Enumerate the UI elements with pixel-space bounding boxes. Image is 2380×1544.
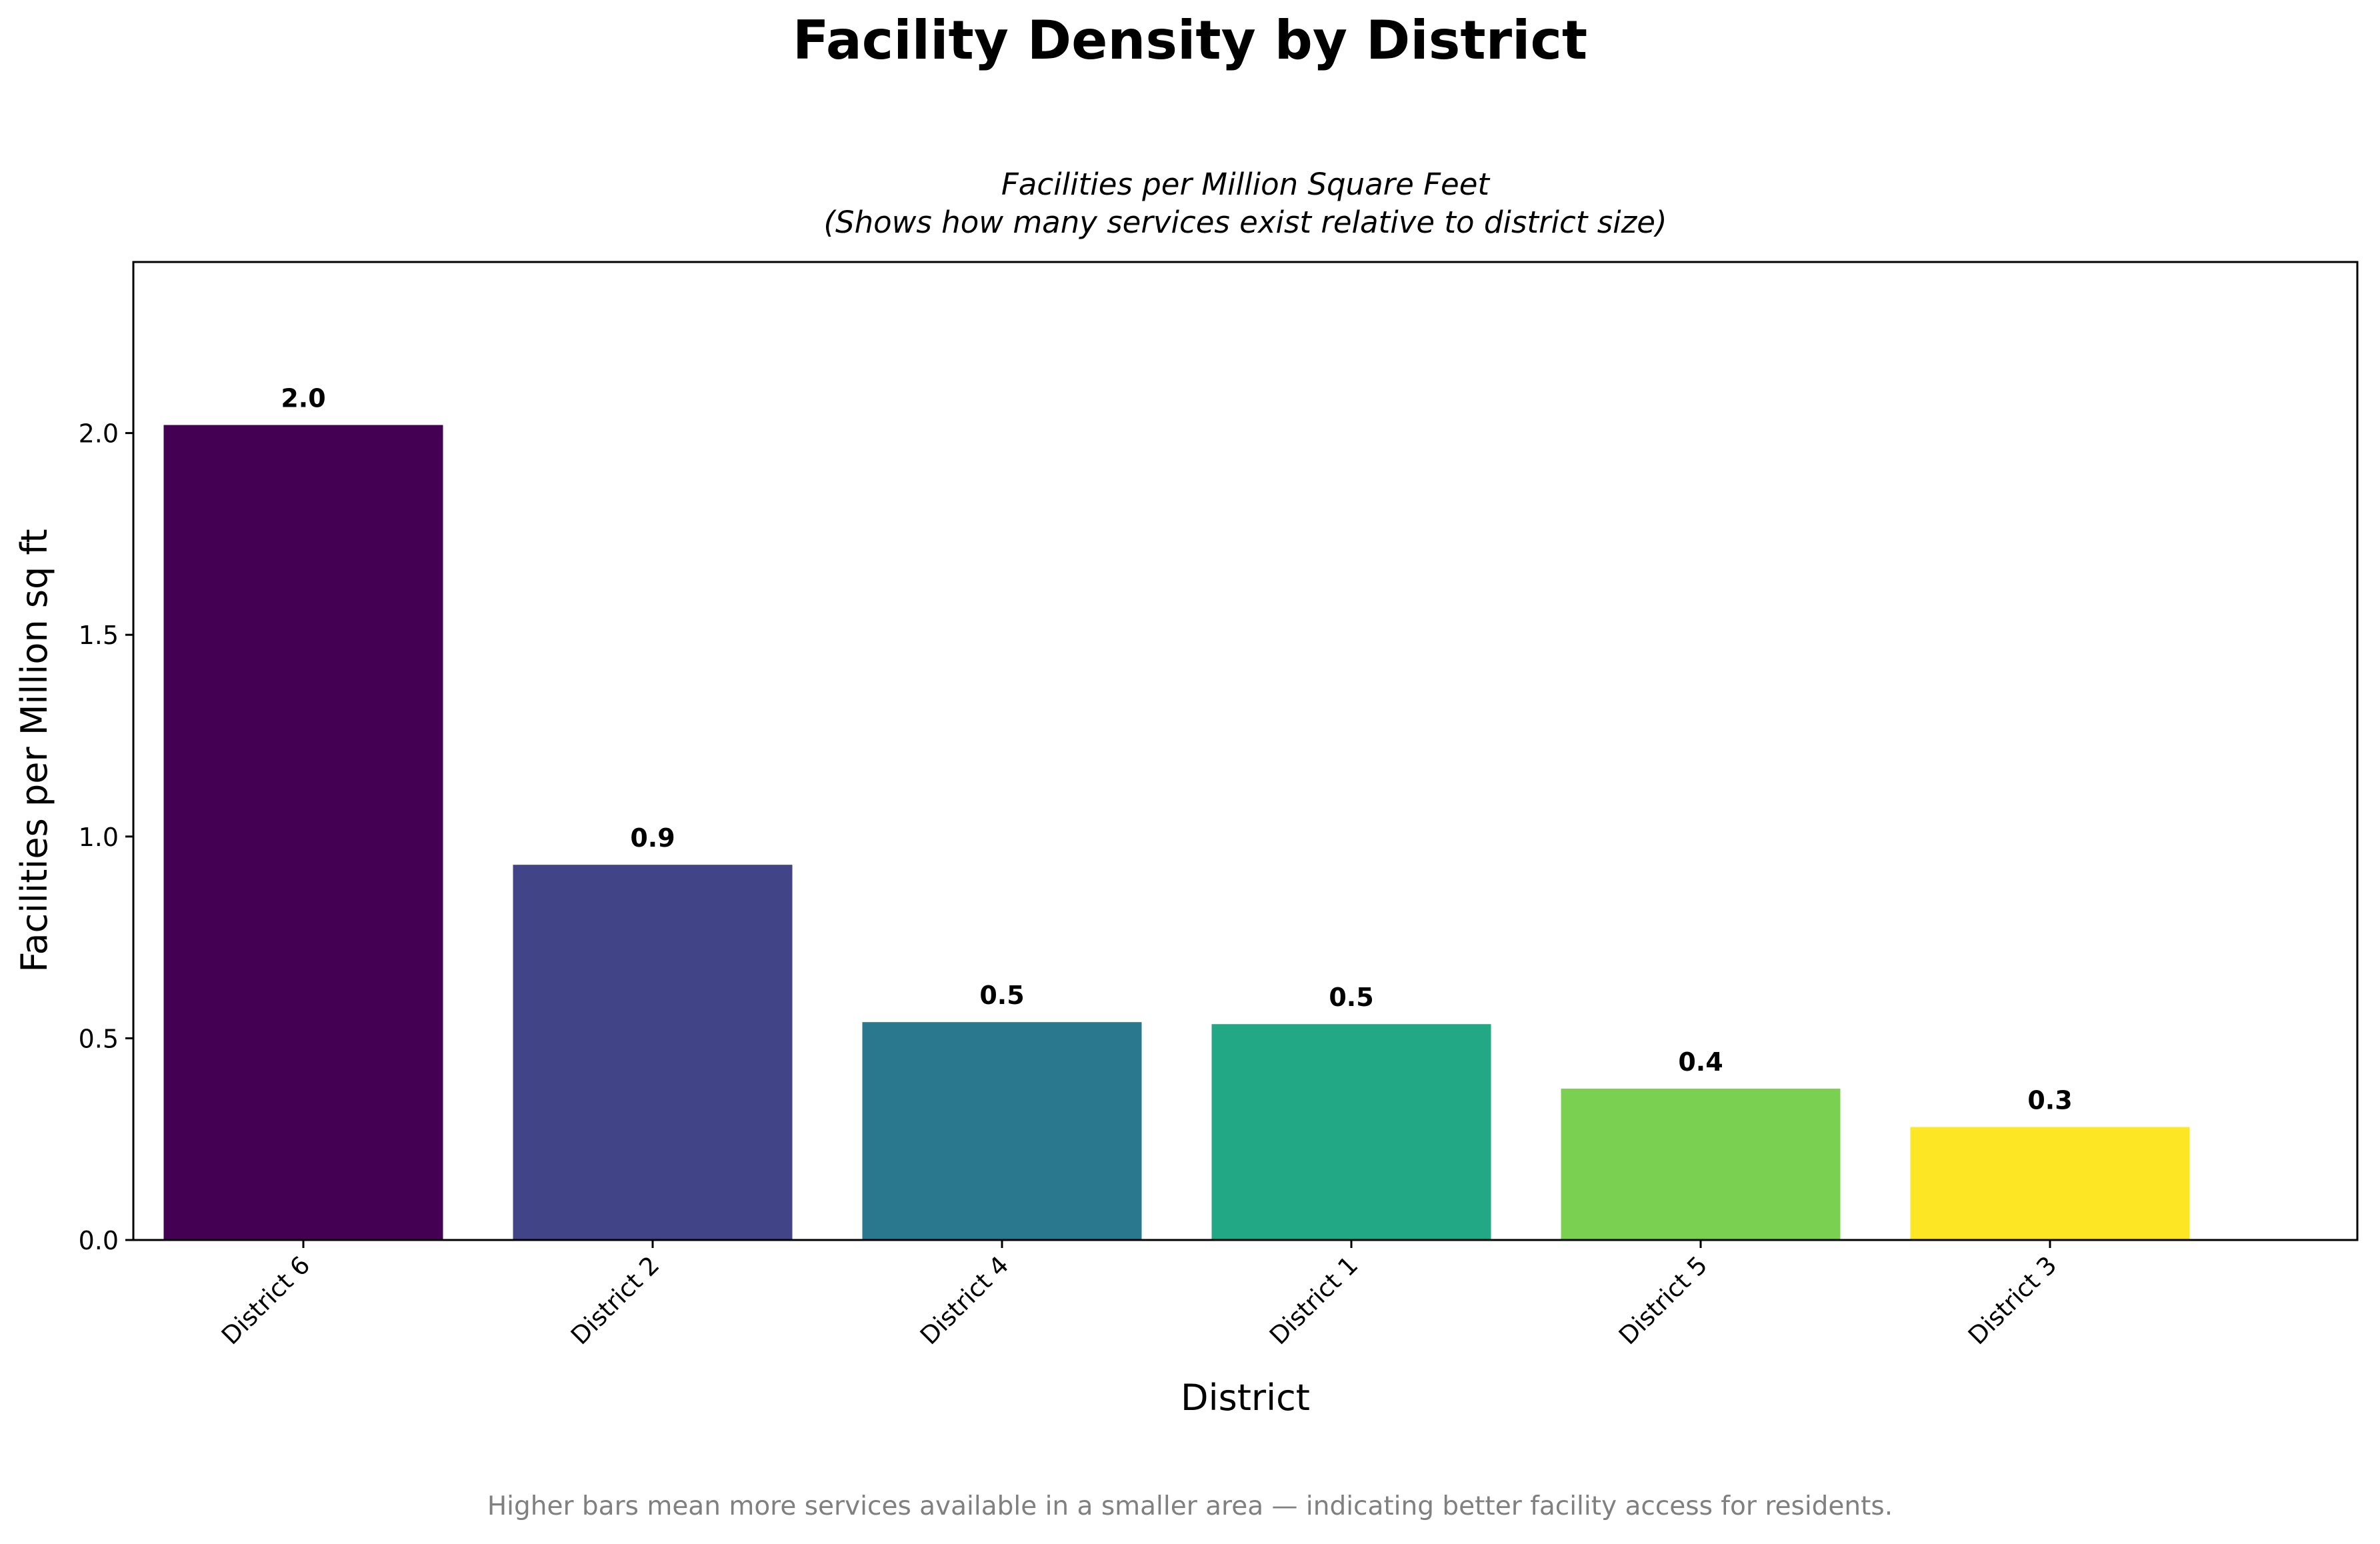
y-tick-label: 1.0 — [79, 823, 119, 852]
bar-data-label: 0.3 — [2027, 1086, 2072, 1115]
bar-data-label: 0.9 — [630, 823, 675, 853]
y-tick-label: 2.0 — [79, 419, 119, 449]
chart-subtitle-line-2: (Shows how many services exist relative … — [823, 205, 1667, 240]
bar-data-label: 0.4 — [1678, 1047, 1723, 1077]
bar-district-6 — [163, 425, 443, 1240]
bar-district-5 — [1561, 1089, 1841, 1240]
bar-data-label: 0.5 — [1329, 983, 1373, 1012]
y-tick-label: 0.5 — [79, 1024, 119, 1053]
x-tick-label: District 4 — [915, 1251, 1014, 1350]
bar-district-1 — [1211, 1024, 1491, 1240]
plot-frame — [132, 261, 2359, 1241]
bar-data-label: 0.5 — [979, 981, 1024, 1010]
x-tick-label: District 6 — [216, 1251, 315, 1350]
bar-district-3 — [1910, 1127, 2190, 1240]
x-tick-label: District 2 — [565, 1251, 665, 1350]
y-tick-label: 1.5 — [79, 621, 119, 650]
x-tick-label: District 5 — [1613, 1251, 1713, 1350]
x-tick-label: District 3 — [1963, 1251, 2062, 1350]
bar-district-4 — [862, 1022, 1142, 1240]
chart-subtitle-line-1: Facilities per Million Square Feet — [1001, 167, 1491, 202]
y-tick-label: 0.0 — [79, 1226, 119, 1255]
x-tick-label: District 1 — [1264, 1251, 1363, 1350]
bars-layer: 2.0 0.9 0.5 0.5 0.4 0.3 — [163, 384, 2190, 1240]
figure-title: Facility Density by District — [792, 9, 1588, 71]
footnote: Higher bars mean more services available… — [487, 1491, 1893, 1521]
bar-data-label: 2.0 — [281, 384, 325, 413]
y-axis-label: Facilities per Million sq ft — [13, 529, 55, 972]
x-axis-label: District — [1181, 1377, 1310, 1419]
bar-district-2 — [513, 865, 793, 1240]
